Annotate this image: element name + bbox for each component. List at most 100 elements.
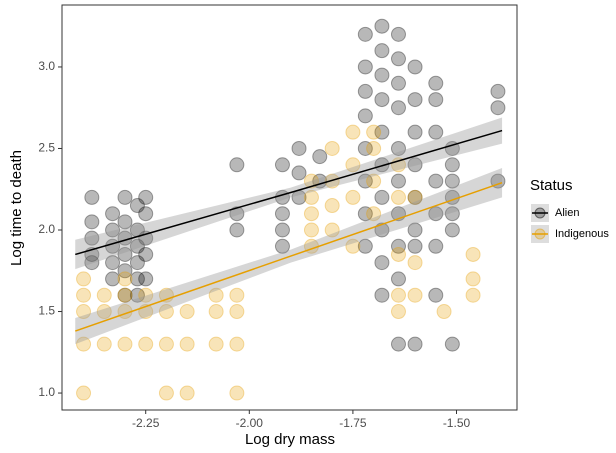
point <box>229 385 245 401</box>
point <box>374 157 390 173</box>
point <box>444 336 460 352</box>
point <box>357 59 373 75</box>
point <box>374 222 390 238</box>
point <box>357 173 373 189</box>
point <box>407 336 423 352</box>
point <box>303 173 319 189</box>
point <box>390 26 406 42</box>
point <box>407 92 423 108</box>
point <box>76 336 92 352</box>
point <box>357 238 373 254</box>
legend-key-point <box>534 228 546 240</box>
point <box>76 271 92 287</box>
point <box>324 198 340 214</box>
panel <box>61 4 518 411</box>
point <box>407 157 423 173</box>
point <box>303 206 319 222</box>
point <box>407 255 423 271</box>
point <box>138 287 154 303</box>
point <box>436 304 452 320</box>
point <box>76 287 92 303</box>
point <box>390 100 406 116</box>
y-tick-label: 1.5 <box>38 304 55 318</box>
point <box>291 140 307 156</box>
point <box>129 255 145 271</box>
point <box>208 304 224 320</box>
point <box>345 157 361 173</box>
point <box>129 198 145 214</box>
point <box>407 222 423 238</box>
x-axis-title: Log dry mass <box>245 431 335 448</box>
x-tick-label: -1.50 <box>443 416 471 430</box>
point <box>390 51 406 67</box>
y-tick-label: 1.0 <box>38 385 55 399</box>
point <box>407 287 423 303</box>
point <box>390 140 406 156</box>
point <box>179 385 195 401</box>
point <box>324 222 340 238</box>
point <box>138 206 154 222</box>
point <box>374 43 390 59</box>
point <box>390 246 406 262</box>
point <box>390 238 406 254</box>
x-tick-label: -2.00 <box>236 416 264 430</box>
point <box>117 336 133 352</box>
point <box>208 287 224 303</box>
point <box>105 255 121 271</box>
point <box>229 336 245 352</box>
fit-line <box>75 182 503 332</box>
point <box>274 238 290 254</box>
point <box>291 165 307 181</box>
point <box>138 336 154 352</box>
point <box>105 222 121 238</box>
point <box>428 92 444 108</box>
point <box>444 222 460 238</box>
point <box>229 287 245 303</box>
point <box>374 18 390 34</box>
point <box>428 75 444 91</box>
point <box>138 271 154 287</box>
point <box>76 385 92 401</box>
point <box>84 255 100 271</box>
point <box>357 26 373 42</box>
point <box>138 246 154 262</box>
point <box>324 140 340 156</box>
point <box>390 304 406 320</box>
point <box>229 304 245 320</box>
y-tick-label: 2.0 <box>38 222 55 236</box>
point <box>374 255 390 271</box>
point <box>105 206 121 222</box>
point <box>84 189 100 205</box>
point <box>274 222 290 238</box>
point <box>428 206 444 222</box>
point <box>138 189 154 205</box>
point <box>465 246 481 262</box>
point <box>158 336 174 352</box>
point <box>96 287 112 303</box>
point <box>158 385 174 401</box>
point <box>105 271 121 287</box>
point <box>407 238 423 254</box>
point <box>96 304 112 320</box>
point <box>303 189 319 205</box>
point <box>374 287 390 303</box>
legend-key-point <box>534 207 546 219</box>
point <box>407 124 423 140</box>
point <box>303 222 319 238</box>
point <box>374 189 390 205</box>
point <box>117 246 133 262</box>
point <box>229 222 245 238</box>
point <box>117 214 133 230</box>
point <box>117 287 133 303</box>
point <box>129 287 145 303</box>
point <box>390 173 406 189</box>
point <box>407 189 423 205</box>
point <box>490 83 506 99</box>
point <box>129 271 145 287</box>
x-tick-label: -1.75 <box>339 416 367 430</box>
point <box>312 149 328 165</box>
y-tick-label: 3.0 <box>38 59 55 73</box>
point <box>229 157 245 173</box>
point <box>345 189 361 205</box>
